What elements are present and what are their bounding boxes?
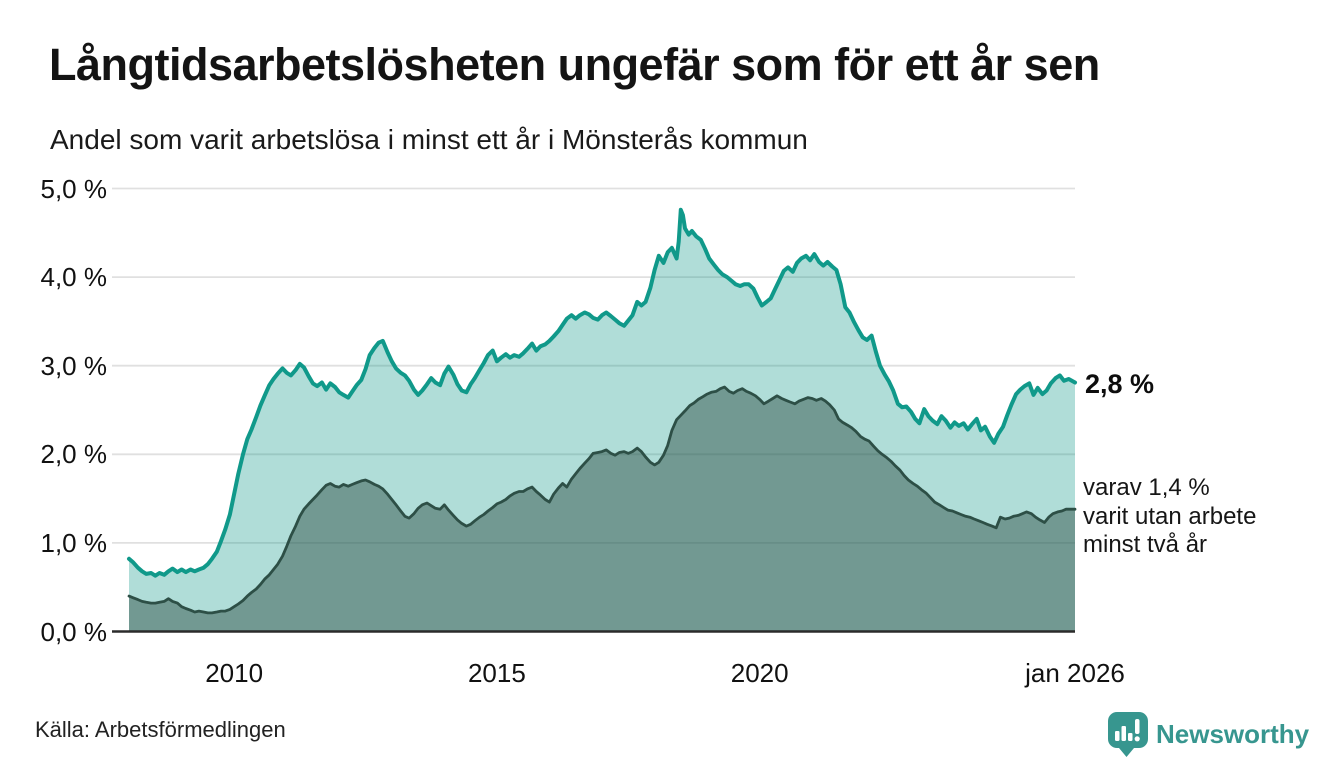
y-tick-label: 1,0 %: [40, 527, 108, 558]
secondary-annotation-line: minst två år: [1083, 531, 1208, 558]
logo-exclamation-dot: [1134, 736, 1140, 742]
series-line-minst-tva-ar: [127, 385, 1077, 615]
y-tick-label: 0,0 %: [40, 616, 108, 647]
logo-bar-tall: [1121, 726, 1126, 741]
series-line-minst-ett-ar: [127, 207, 1077, 578]
source-note: Källa: Arbetsförmedlingen: [35, 717, 286, 742]
newsworthy-brand-text: Newsworthy: [1156, 719, 1310, 749]
secondary-annotation-line: varav 1,4 %: [1083, 474, 1210, 501]
end-value-label: 2,8 %: [1085, 369, 1155, 399]
secondary-annotation: varav 1,4 % varit utan arbete minst två …: [1083, 474, 1256, 560]
secondary-annotation-line: varit utan arbete: [1083, 502, 1257, 530]
x-tick-label: 2020: [730, 658, 789, 688]
page-subtitle: Andel som varit arbetslösa i minst ett å…: [50, 124, 808, 155]
y-tick-label: 3,0 %: [40, 350, 108, 381]
x-tick-label: 2010: [205, 658, 264, 688]
page-title: Långtidsarbetslösheten ungefär som för e…: [49, 39, 1100, 90]
y-tick-label: 5,0 %: [40, 173, 108, 204]
logo-bar-mid: [1128, 733, 1133, 741]
logo-bar-short: [1115, 731, 1120, 741]
series-area-minst-tva-ar: [129, 387, 1075, 632]
x-tick-label: jan 2026: [1025, 658, 1125, 688]
newsworthy-logo-icon: [1108, 712, 1148, 757]
logo-exclamation-bar: [1135, 719, 1140, 734]
y-tick-label: 4,0 %: [40, 262, 108, 293]
series-area-minst-ett-ar: [129, 209, 1075, 632]
x-tick-label: 2015: [467, 658, 526, 688]
y-tick-label: 2,0 %: [40, 439, 108, 470]
